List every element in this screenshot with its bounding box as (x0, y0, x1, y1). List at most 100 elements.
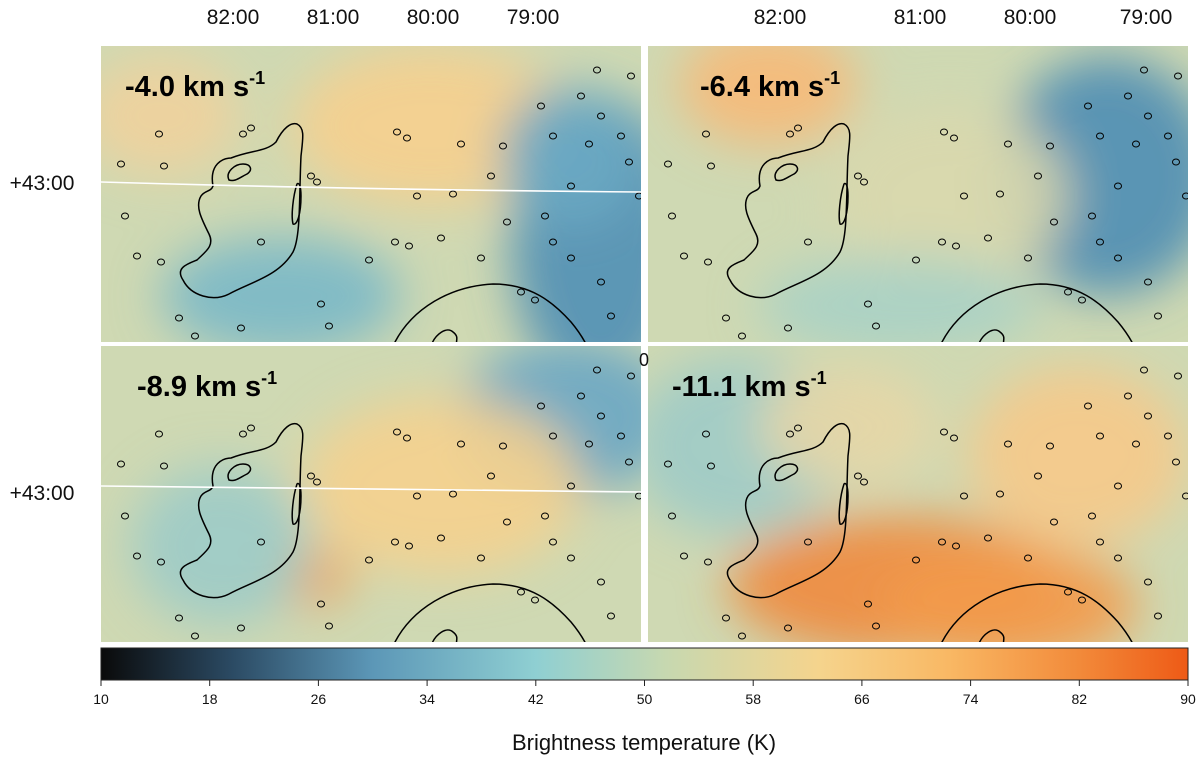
small-contour (499, 442, 507, 450)
small-contour (1154, 612, 1162, 620)
small-contour (1144, 278, 1152, 286)
contours (664, 366, 1188, 642)
small-contour (477, 254, 485, 262)
small-contour (1144, 578, 1152, 586)
main-contour (179, 122, 304, 299)
small-contour (317, 600, 325, 608)
small-contour (437, 534, 445, 542)
emission-region (301, 396, 581, 576)
small-contour (257, 538, 265, 546)
small-contour (804, 538, 812, 546)
small-contour (1096, 538, 1104, 546)
small-contour (1078, 596, 1086, 604)
small-contour (1124, 392, 1132, 400)
small-contour (597, 112, 605, 120)
small-contour (702, 130, 710, 138)
small-contour (864, 300, 872, 308)
ra-tick-label: 80:00 (1004, 6, 1057, 29)
small-contour (627, 72, 635, 80)
small-contour (191, 332, 199, 340)
small-contour (325, 622, 333, 630)
small-contour (1034, 172, 1042, 180)
small-contour (391, 238, 399, 246)
small-contour (960, 492, 968, 500)
contour (838, 482, 849, 525)
dec-tick-label: +43:00 (10, 172, 75, 195)
small-contour (617, 132, 625, 140)
small-contour (625, 458, 633, 466)
small-contour (567, 554, 575, 562)
small-contour (247, 424, 255, 432)
small-contour (313, 178, 321, 186)
small-contour (786, 130, 794, 138)
emission-region (161, 236, 401, 342)
emission-region (291, 46, 571, 206)
small-contour (160, 462, 168, 470)
small-contour (860, 478, 868, 486)
contours (664, 66, 1188, 342)
small-contour (537, 402, 545, 410)
contour (774, 463, 799, 482)
small-contour (1084, 402, 1092, 410)
small-contour (1050, 218, 1058, 226)
small-contour (567, 254, 575, 262)
ra-tick-label: 81:00 (894, 6, 947, 29)
small-contour (393, 128, 401, 136)
small-contour (449, 190, 457, 198)
coordinate-grid-line (101, 181, 641, 193)
contour (431, 329, 458, 342)
contour (227, 463, 252, 482)
small-contour (940, 428, 948, 436)
velocity-panel: -8.9 km s-1 (101, 346, 641, 642)
contour (431, 629, 458, 642)
small-contour (237, 624, 245, 632)
small-contour (1144, 412, 1152, 420)
small-contour (1114, 482, 1122, 490)
arc-contour (941, 583, 1133, 642)
colorbar-tick-label: 10 (93, 691, 109, 707)
small-contour (1124, 92, 1132, 100)
small-contour (1174, 72, 1182, 80)
velocity-exponent: -1 (811, 368, 827, 388)
small-contour (704, 258, 712, 266)
colorbar-label: Brightness temperature (K) (512, 730, 776, 755)
small-contour (160, 162, 168, 170)
small-contour (365, 256, 373, 264)
ra-tick-label: 79:00 (507, 6, 560, 29)
velocity-panel: -11.1 km s-1 (648, 346, 1188, 642)
small-contour (938, 238, 946, 246)
small-contour (597, 412, 605, 420)
small-contour (403, 134, 411, 142)
small-contour (784, 624, 792, 632)
small-contour (1078, 296, 1086, 304)
small-contour (872, 322, 880, 330)
small-contour (567, 482, 575, 490)
arc-contour (394, 583, 586, 642)
small-contour (664, 460, 672, 468)
contours (117, 366, 641, 642)
small-contour (1182, 192, 1188, 200)
small-contour (1140, 366, 1148, 374)
small-contour (1114, 254, 1122, 262)
small-contour (577, 392, 585, 400)
small-contour (607, 312, 615, 320)
small-contour (239, 130, 247, 138)
emission-region (758, 256, 1038, 342)
small-contour (635, 492, 641, 500)
small-contour (391, 538, 399, 546)
small-contour (1096, 432, 1104, 440)
small-contour (133, 552, 141, 560)
small-contour (950, 134, 958, 142)
contour (227, 163, 252, 182)
small-contour (784, 324, 792, 332)
small-contour (607, 612, 615, 620)
velocity-label: -6.4 km s-1 (700, 68, 840, 103)
small-contour (157, 258, 165, 266)
small-contour (960, 192, 968, 200)
small-contour (549, 432, 557, 440)
small-contour (940, 128, 948, 136)
small-contour (597, 578, 605, 586)
small-contour (541, 212, 549, 220)
emission-region (101, 56, 241, 176)
